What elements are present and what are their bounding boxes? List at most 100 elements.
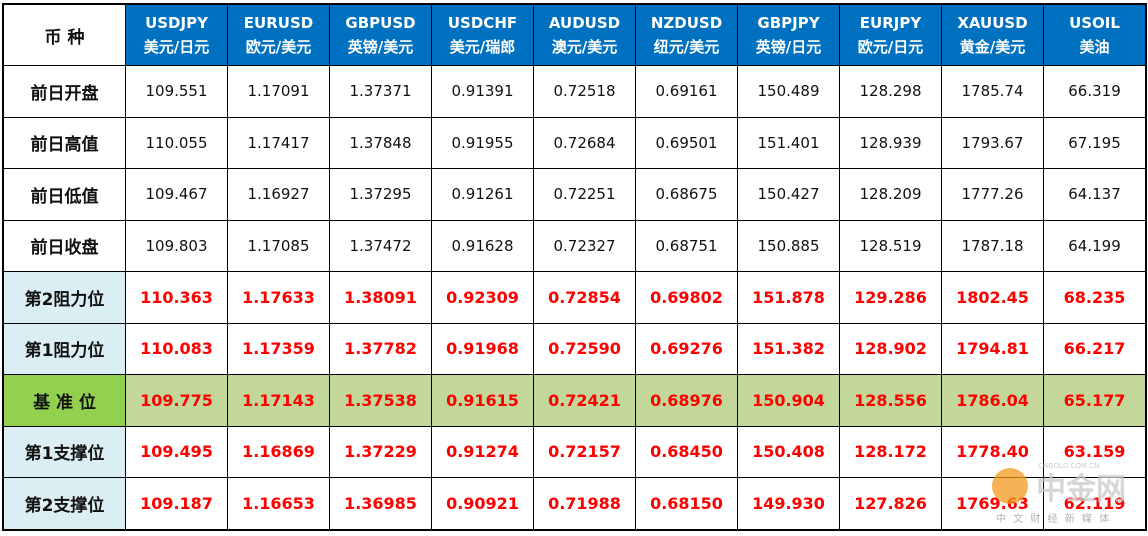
- value-cell: 0.91391: [431, 65, 534, 118]
- currency-header: EURUSD 欧元/美元: [227, 3, 330, 66]
- value-cell: 1.16869: [227, 425, 330, 478]
- currency-code: AUDUSD: [548, 14, 621, 32]
- value-cell: 128.902: [839, 322, 942, 375]
- quote-table: 币 种 USDJPY 美元/日元 EURUSD 欧元/美元 GBPUSD 英镑/美元 USDC…: [2, 3, 1147, 531]
- currency-name: 澳元/美元: [551, 38, 618, 56]
- watermark: CNGOLD.COM.CN 中金网 中 文 财 经 新 媒 体: [990, 462, 1140, 528]
- value-cell: 128.298: [839, 65, 942, 118]
- value-cell: 150.885: [737, 219, 840, 272]
- currency-header: USOIL 美油: [1043, 3, 1147, 66]
- value-cell: 0.72518: [533, 65, 636, 118]
- row-label: 第2支撑位: [2, 477, 126, 530]
- value-cell: 150.408: [737, 425, 840, 478]
- value-cell: 65.177: [1043, 374, 1147, 427]
- currency-header: NZDUSD 纽元/美元: [635, 3, 738, 66]
- value-cell: 128.939: [839, 116, 942, 169]
- value-cell: 0.71988: [533, 477, 636, 530]
- currency-code: USOIL: [1069, 14, 1120, 32]
- value-cell: 0.69276: [635, 322, 738, 375]
- value-cell: 68.235: [1043, 271, 1147, 324]
- value-cell: 0.72684: [533, 116, 636, 169]
- currency-header: EURJPY 欧元/日元: [839, 3, 942, 66]
- currency-header: GBPJPY 英镑/日元: [737, 3, 840, 66]
- value-cell: 1794.81: [941, 322, 1044, 375]
- value-cell: 0.68751: [635, 219, 738, 272]
- value-cell: 150.489: [737, 65, 840, 118]
- value-cell: 0.68675: [635, 168, 738, 221]
- value-cell: 1.17091: [227, 65, 330, 118]
- data-row: 前日高值 110.055 1.17417 1.37848 0.91955 0.72684 0…: [2, 116, 1147, 169]
- value-cell: 1786.04: [941, 374, 1044, 427]
- value-cell: 0.91968: [431, 322, 534, 375]
- data-row: 基 准 位 109.775 1.17143 1.37538 0.91615 0.72421…: [2, 374, 1147, 427]
- value-cell: 0.91628: [431, 219, 534, 272]
- value-cell: 0.68450: [635, 425, 738, 478]
- value-cell: 0.72157: [533, 425, 636, 478]
- value-cell: 66.217: [1043, 322, 1147, 375]
- value-cell: 0.91615: [431, 374, 534, 427]
- value-cell: 1.37848: [329, 116, 432, 169]
- currency-header: XAUUSD 黄金/美元: [941, 3, 1044, 66]
- value-cell: 1.17417: [227, 116, 330, 169]
- row-label: 前日开盘: [2, 65, 126, 118]
- value-cell: 1.38091: [329, 271, 432, 324]
- currency-header: USDCHF 美元/瑞郎: [431, 3, 534, 66]
- row-label: 前日低值: [2, 168, 126, 221]
- value-cell: 129.286: [839, 271, 942, 324]
- value-cell: 150.904: [737, 374, 840, 427]
- value-cell: 1.17359: [227, 322, 330, 375]
- header-row: 币 种 USDJPY 美元/日元 EURUSD 欧元/美元 GBPUSD 英镑/美元 USDC…: [2, 3, 1147, 66]
- currency-header: AUDUSD 澳元/美元: [533, 3, 636, 66]
- row-label: 基 准 位: [2, 374, 126, 427]
- value-cell: 1.17085: [227, 219, 330, 272]
- currency-name: 欧元/日元: [857, 38, 924, 56]
- value-cell: 0.69501: [635, 116, 738, 169]
- watermark-logo: [992, 468, 1028, 504]
- value-cell: 151.878: [737, 271, 840, 324]
- value-cell: 109.467: [125, 168, 228, 221]
- value-cell: 66.319: [1043, 65, 1147, 118]
- row-label: 第1阻力位: [2, 322, 126, 375]
- value-cell: 1802.45: [941, 271, 1044, 324]
- value-cell: 1787.18: [941, 219, 1044, 272]
- currency-name: 黄金/美元: [959, 38, 1026, 56]
- currency-name: 英镑/美元: [347, 38, 414, 56]
- currency-name: 欧元/美元: [245, 38, 312, 56]
- value-cell: 0.68976: [635, 374, 738, 427]
- data-row: 第2支撑位 109.187 1.16653 1.36985 0.90921 0.71988…: [2, 477, 1147, 530]
- value-cell: 1.36985: [329, 477, 432, 530]
- value-cell: 1.37229: [329, 425, 432, 478]
- currency-name: 英镑/日元: [755, 38, 822, 56]
- currency-header: USDJPY 美元/日元: [125, 3, 228, 66]
- row-label: 第2阻力位: [2, 271, 126, 324]
- value-cell: 151.382: [737, 322, 840, 375]
- value-cell: 128.209: [839, 168, 942, 221]
- value-cell: 0.69161: [635, 65, 738, 118]
- currency-code: GBPUSD: [345, 14, 416, 32]
- value-cell: 1.16653: [227, 477, 330, 530]
- value-cell: 0.72327: [533, 219, 636, 272]
- value-cell: 109.495: [125, 425, 228, 478]
- value-cell: 0.68150: [635, 477, 738, 530]
- value-cell: 128.519: [839, 219, 942, 272]
- value-cell: 1777.26: [941, 168, 1044, 221]
- currency-header: GBPUSD 英镑/美元: [329, 3, 432, 66]
- value-cell: 0.72251: [533, 168, 636, 221]
- value-cell: 0.91261: [431, 168, 534, 221]
- currency-name: 美元/日元: [143, 38, 210, 56]
- value-cell: 62.119: [1043, 477, 1147, 530]
- value-cell: 0.72590: [533, 322, 636, 375]
- value-cell: 1778.40: [941, 425, 1044, 478]
- row-label: 第1支撑位: [2, 425, 126, 478]
- value-cell: 0.91955: [431, 116, 534, 169]
- value-cell: 149.930: [737, 477, 840, 530]
- currency-name: 美元/瑞郎: [449, 38, 516, 56]
- currency-code: EURJPY: [859, 14, 922, 32]
- watermark-slogan: 中 文 财 经 新 媒 体: [996, 514, 1112, 525]
- currency-code: NZDUSD: [650, 14, 723, 32]
- row-label: 前日高值: [2, 116, 126, 169]
- value-cell: 0.69802: [635, 271, 738, 324]
- value-cell: 128.172: [839, 425, 942, 478]
- value-cell: 67.195: [1043, 116, 1147, 169]
